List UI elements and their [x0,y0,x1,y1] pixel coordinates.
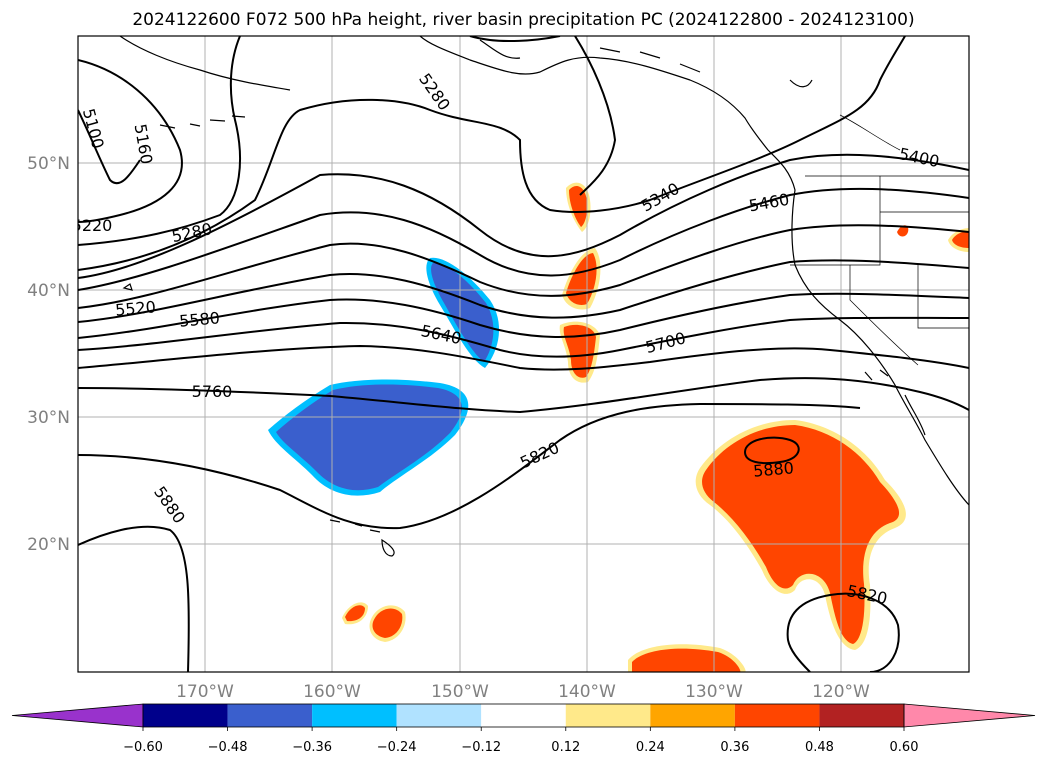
lat-label: 30°N [27,408,70,428]
lon-label: 150°W [431,682,489,702]
lon-label: 120°W [812,682,870,702]
positive-precip-region-7 [897,225,969,252]
map-title: 2024122600 F072 500 hPa height, river ba… [132,10,915,30]
lon-label: 170°W [176,682,234,702]
colorbar-segment [565,704,651,727]
contour-label: 5520 [114,297,156,319]
colorbar-tick-label: −0.36 [292,740,332,755]
colorbar-tick-label: −0.48 [208,740,248,755]
colorbar-tick-label: 0.24 [636,740,665,755]
map-frame [77,35,970,673]
colorbar-outline [142,703,905,728]
negative-precip-region-1 [426,257,500,368]
lon-label: 140°W [558,682,616,702]
positive-precip-region-6 [342,602,406,642]
colorbar-segment [312,704,397,727]
contour-label: 5880 [752,458,794,480]
colorbar-tick-label: −0.24 [377,740,417,755]
colorbar-segment [143,704,228,727]
graticule [78,36,969,672]
positive-precip-region-5 [628,644,746,672]
height-contours [78,36,969,672]
contour-label: 5580 [178,308,220,330]
colorbar-tick-label: −0.60 [123,740,163,755]
colorbar-tick-label: −0.12 [461,740,501,755]
colorbar-segment [227,704,313,727]
lat-label: 50°N [27,154,70,174]
colorbar-extend-high [903,703,1036,728]
longitude-labels: 170°W 160°W 150°W 140°W 130°W 120°W [176,682,870,702]
colorbar-tick-label: 0.60 [890,740,919,755]
latitude-labels: 50°N 40°N 30°N 20°N [27,154,70,555]
colorbar-tick-label: 0.12 [551,740,580,755]
colorbar-segment [481,704,566,727]
colorbar-segment [819,704,904,727]
colorbar-segment [734,704,820,727]
colorbar-segment [650,704,735,727]
negative-precip-region-2 [268,379,469,496]
colorbar-extend-low [11,703,144,728]
colorbar-tick-label: 0.36 [720,740,749,755]
lat-label: 40°N [27,281,70,301]
colorbar-tick-label: 0.48 [805,740,834,755]
colorbar-segment [396,704,482,727]
positive-precip-region-4 [695,420,906,650]
lat-label: 20°N [27,535,70,555]
contour-label: 5220 [72,216,113,235]
positive-precip-region-1 [566,182,591,232]
lon-label: 160°W [303,682,361,702]
contour-label: 5760 [192,382,233,401]
colorbar: −0.60 −0.48 −0.36 −0.24 −0.12 0.12 0.24 0.36 0.4… [11,703,1036,755]
lon-label: 130°W [685,682,743,702]
